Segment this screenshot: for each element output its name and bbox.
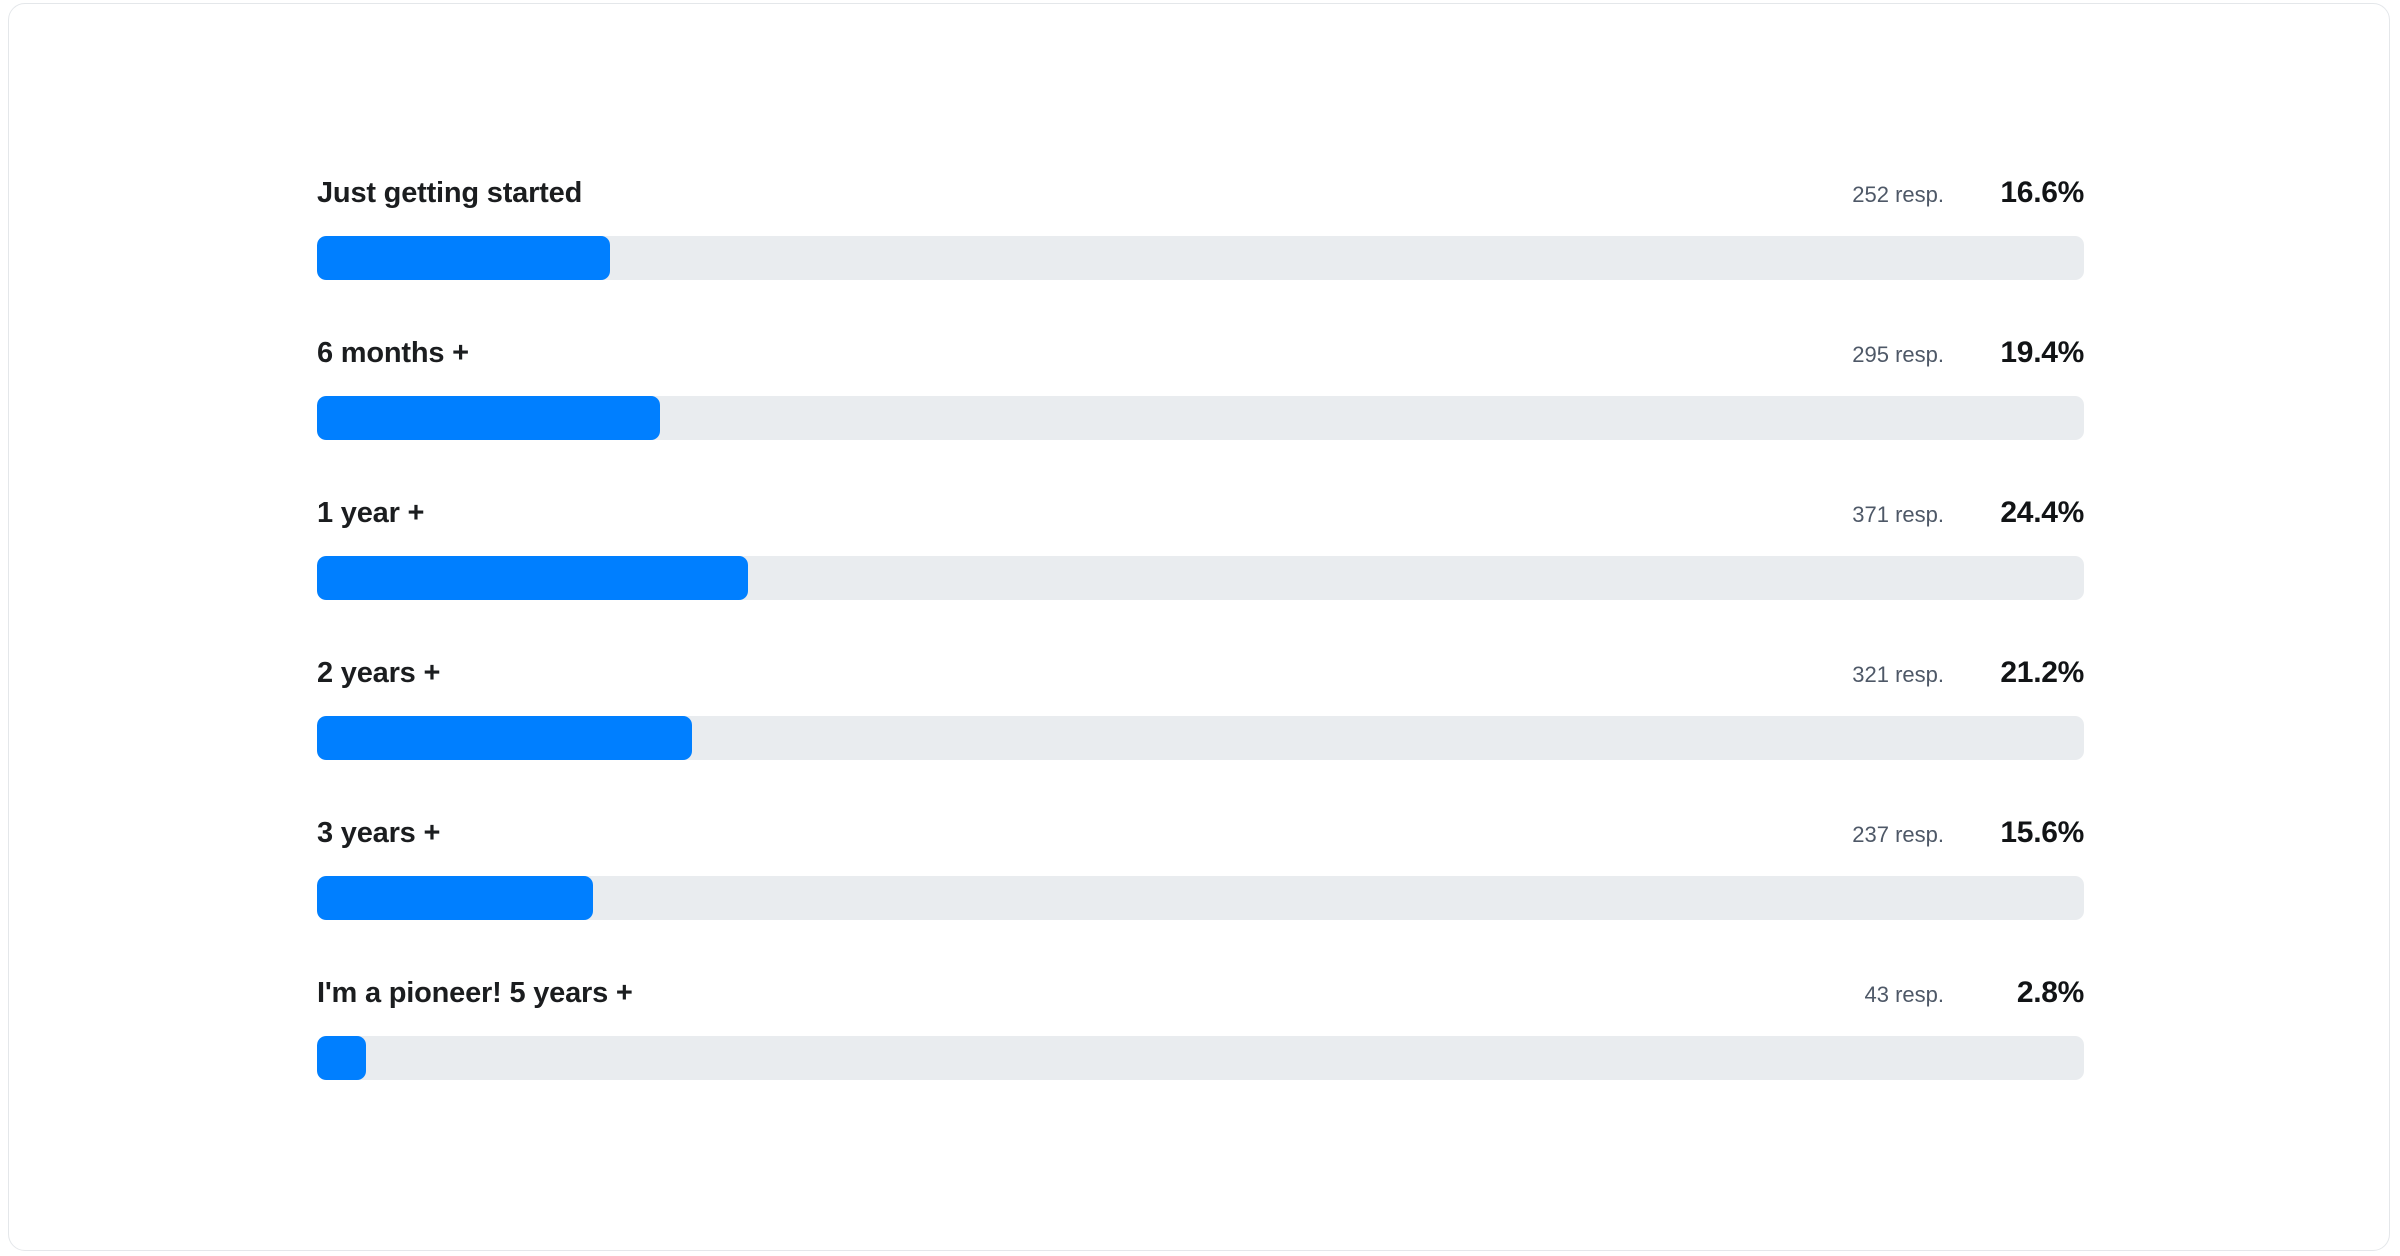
- bar-row-header: I'm a pioneer! 5 years + 43 resp. 2.8%: [317, 976, 2084, 1016]
- survey-results-card: Just getting started 252 resp. 16.6% 6 m…: [8, 3, 2390, 1251]
- bar-row-label: 1 year +: [317, 497, 425, 529]
- bar-track: [317, 716, 2084, 760]
- bar-row-values: 295 resp. 19.4%: [1852, 336, 2084, 370]
- bar-row-label: Just getting started: [317, 177, 583, 209]
- bar-row-header: 1 year + 371 resp. 24.4%: [317, 496, 2084, 536]
- bar-row-percent: 2.8%: [2016, 976, 2084, 1009]
- bar-row-responses: 43 resp.: [1864, 982, 1945, 1007]
- bar-row: 3 years + 237 resp. 15.6%: [317, 816, 2092, 920]
- bar-row-header: 6 months + 295 resp. 19.4%: [317, 336, 2084, 376]
- bar-fill: [317, 396, 660, 440]
- bar-fill: [317, 236, 611, 280]
- bar-row-label: 2 years +: [317, 657, 441, 689]
- bar-fill: [317, 876, 593, 920]
- bar-row-label: 6 months +: [317, 337, 469, 369]
- bar-row-responses: 237 resp.: [1852, 822, 1944, 847]
- bar-row-values: 252 resp. 16.6%: [1852, 176, 2084, 210]
- bar-row-header: 2 years + 321 resp. 21.2%: [317, 656, 2084, 696]
- bar-row-percent: 21.2%: [2000, 656, 2084, 689]
- horizontal-bar-chart: Just getting started 252 resp. 16.6% 6 m…: [317, 176, 2092, 1080]
- bar-row-header: Just getting started 252 resp. 16.6%: [317, 176, 2084, 216]
- bar-track: [317, 1036, 2084, 1080]
- bar-track: [317, 396, 2084, 440]
- bar-row-label: 3 years +: [317, 817, 441, 849]
- bar-row-percent: 15.6%: [2000, 816, 2084, 849]
- bar-fill: [317, 1036, 367, 1080]
- bar-row-values: 237 resp. 15.6%: [1852, 816, 2084, 850]
- bar-row-values: 321 resp. 21.2%: [1852, 656, 2084, 690]
- bar-fill: [317, 716, 692, 760]
- bar-row-responses: 295 resp.: [1852, 342, 1944, 367]
- bar-row-percent: 24.4%: [2000, 496, 2084, 529]
- bar-row-values: 43 resp. 2.8%: [1865, 976, 2085, 1010]
- bar-row-responses: 371 resp.: [1852, 502, 1944, 527]
- bar-track: [317, 556, 2084, 600]
- bar-track: [317, 876, 2084, 920]
- bar-row-label: I'm a pioneer! 5 years +: [317, 977, 633, 1009]
- bar-row: Just getting started 252 resp. 16.6%: [317, 176, 2092, 280]
- bar-row-values: 371 resp. 24.4%: [1852, 496, 2084, 530]
- bar-row-responses: 252 resp.: [1852, 182, 1944, 207]
- bar-row: I'm a pioneer! 5 years + 43 resp. 2.8%: [317, 976, 2092, 1080]
- bar-row: 2 years + 321 resp. 21.2%: [317, 656, 2092, 760]
- bar-row: 1 year + 371 resp. 24.4%: [317, 496, 2092, 600]
- bar-row-percent: 19.4%: [2000, 336, 2084, 369]
- bar-track: [317, 236, 2084, 280]
- bar-fill: [317, 556, 749, 600]
- bar-row-percent: 16.6%: [2000, 176, 2084, 209]
- bar-row-header: 3 years + 237 resp. 15.6%: [317, 816, 2084, 856]
- bar-row: 6 months + 295 resp. 19.4%: [317, 336, 2092, 440]
- bar-row-responses: 321 resp.: [1852, 662, 1944, 687]
